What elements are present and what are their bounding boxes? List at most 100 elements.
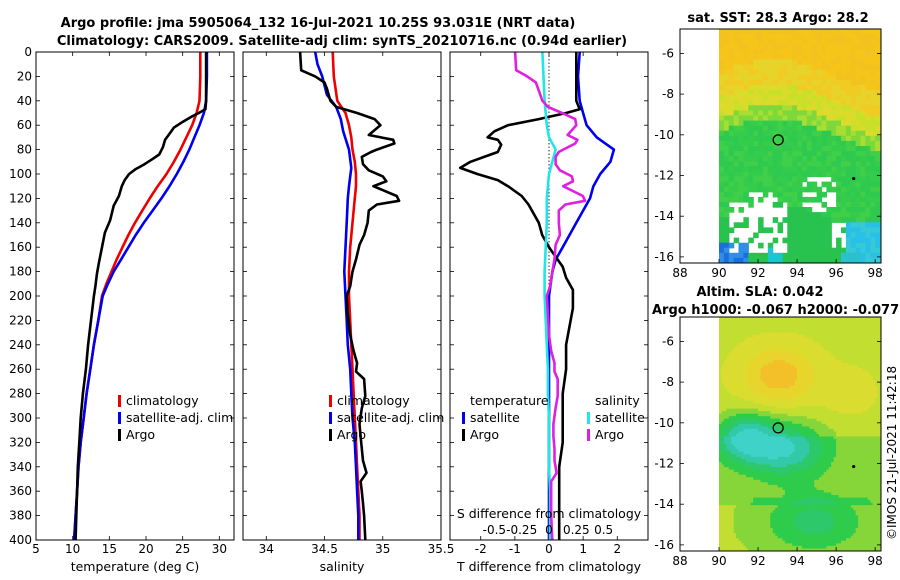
sst-cell bbox=[811, 39, 818, 45]
sla-cell bbox=[745, 319, 749, 323]
sla-cell bbox=[816, 393, 820, 397]
sla-cell bbox=[741, 426, 745, 430]
sla-cell bbox=[723, 345, 727, 349]
sla-cell bbox=[745, 400, 749, 405]
sla-cell bbox=[787, 398, 791, 402]
sla-cell bbox=[843, 317, 847, 321]
sla-cell bbox=[828, 365, 832, 369]
sla-cell bbox=[784, 329, 788, 333]
sla-cell bbox=[806, 319, 810, 323]
sla-cell bbox=[719, 408, 723, 412]
sst-cell bbox=[875, 59, 881, 66]
sla-cell bbox=[743, 373, 747, 377]
sla-cell bbox=[762, 411, 766, 415]
sla-cell bbox=[845, 355, 849, 359]
sst-cell bbox=[850, 222, 857, 228]
sla-cell bbox=[797, 357, 801, 361]
sla-cell bbox=[794, 319, 798, 323]
sst-cell bbox=[826, 146, 832, 152]
sla-cell bbox=[770, 421, 774, 425]
sla-cell bbox=[828, 400, 832, 405]
sst-cell bbox=[826, 74, 832, 81]
sla-cell bbox=[831, 395, 835, 399]
sla-cell bbox=[841, 324, 845, 328]
sla-cell bbox=[833, 428, 837, 433]
sst-cell bbox=[865, 196, 871, 203]
sst-cell bbox=[719, 222, 725, 228]
sla-cell bbox=[731, 362, 735, 366]
sla-cell bbox=[802, 439, 806, 443]
sla-cell bbox=[738, 426, 742, 430]
sla-cell bbox=[865, 355, 869, 359]
sla-cell bbox=[867, 317, 871, 321]
sla-cell bbox=[792, 403, 796, 407]
sla-cell bbox=[760, 398, 764, 402]
sla-cell bbox=[823, 439, 827, 443]
sla-cell bbox=[853, 347, 857, 351]
sla-cell bbox=[870, 436, 874, 440]
sst-cell bbox=[723, 252, 730, 259]
sla-cell bbox=[826, 385, 830, 389]
sst-cell bbox=[792, 90, 798, 96]
sla-cell bbox=[765, 385, 769, 389]
sst-cell bbox=[836, 237, 842, 244]
sst-cell bbox=[728, 95, 735, 101]
sla-cell bbox=[762, 352, 766, 356]
sla-cell bbox=[765, 428, 769, 433]
sla-cell bbox=[809, 398, 813, 402]
sla-cell bbox=[867, 380, 871, 384]
sla-cell bbox=[848, 393, 852, 397]
sla-cell bbox=[870, 411, 874, 415]
sla-cell bbox=[767, 434, 771, 438]
sla-cell bbox=[775, 332, 779, 336]
sla-cell bbox=[750, 418, 754, 422]
sla-cell bbox=[806, 385, 810, 389]
sst-cell bbox=[719, 79, 725, 86]
sla-cell bbox=[758, 406, 762, 410]
sla-cell bbox=[865, 367, 869, 372]
sst-cell bbox=[792, 125, 798, 132]
sst-cell bbox=[777, 90, 784, 96]
sla-cell bbox=[853, 428, 857, 433]
sla-cell bbox=[741, 431, 745, 435]
sst-cell bbox=[821, 212, 827, 218]
sla-cell bbox=[721, 347, 725, 351]
sst-cell bbox=[738, 125, 744, 132]
sla-cell bbox=[802, 408, 806, 412]
sla-cell bbox=[804, 317, 808, 321]
sla-cell bbox=[809, 324, 813, 328]
sst-cell bbox=[762, 100, 769, 106]
sla-cell bbox=[723, 350, 727, 354]
sst-cell bbox=[826, 257, 832, 263]
sla-cell bbox=[870, 317, 874, 321]
sla-cell bbox=[736, 408, 740, 412]
sla-cell bbox=[750, 431, 754, 435]
sst-cell bbox=[728, 181, 735, 188]
sla-cell bbox=[743, 322, 747, 326]
sla-cell bbox=[850, 400, 854, 405]
sla-cell bbox=[831, 406, 835, 410]
sla-cell bbox=[782, 319, 786, 323]
depth-tick-label: 200 bbox=[9, 289, 32, 303]
sla-cell bbox=[745, 388, 749, 392]
sla-cell bbox=[762, 426, 766, 430]
sla-cell bbox=[826, 357, 830, 361]
sla-cell bbox=[845, 319, 849, 323]
sst-cell bbox=[728, 39, 735, 45]
sla-cell bbox=[819, 350, 823, 354]
sla-cell bbox=[777, 388, 781, 392]
sla-cell bbox=[870, 421, 874, 425]
sst-cell bbox=[762, 146, 769, 152]
sla-cell bbox=[780, 380, 784, 384]
sst-cell bbox=[855, 191, 862, 198]
sst-cell bbox=[753, 156, 759, 162]
sst-cell bbox=[782, 120, 788, 127]
sst-cell bbox=[738, 252, 744, 259]
sla-cell bbox=[750, 393, 754, 397]
sla-cell bbox=[728, 428, 732, 433]
sla-cell bbox=[731, 327, 735, 331]
sla-cell bbox=[721, 411, 725, 415]
sla-cell bbox=[721, 436, 725, 440]
sla-cell bbox=[826, 378, 830, 382]
sst-cell bbox=[831, 95, 837, 101]
